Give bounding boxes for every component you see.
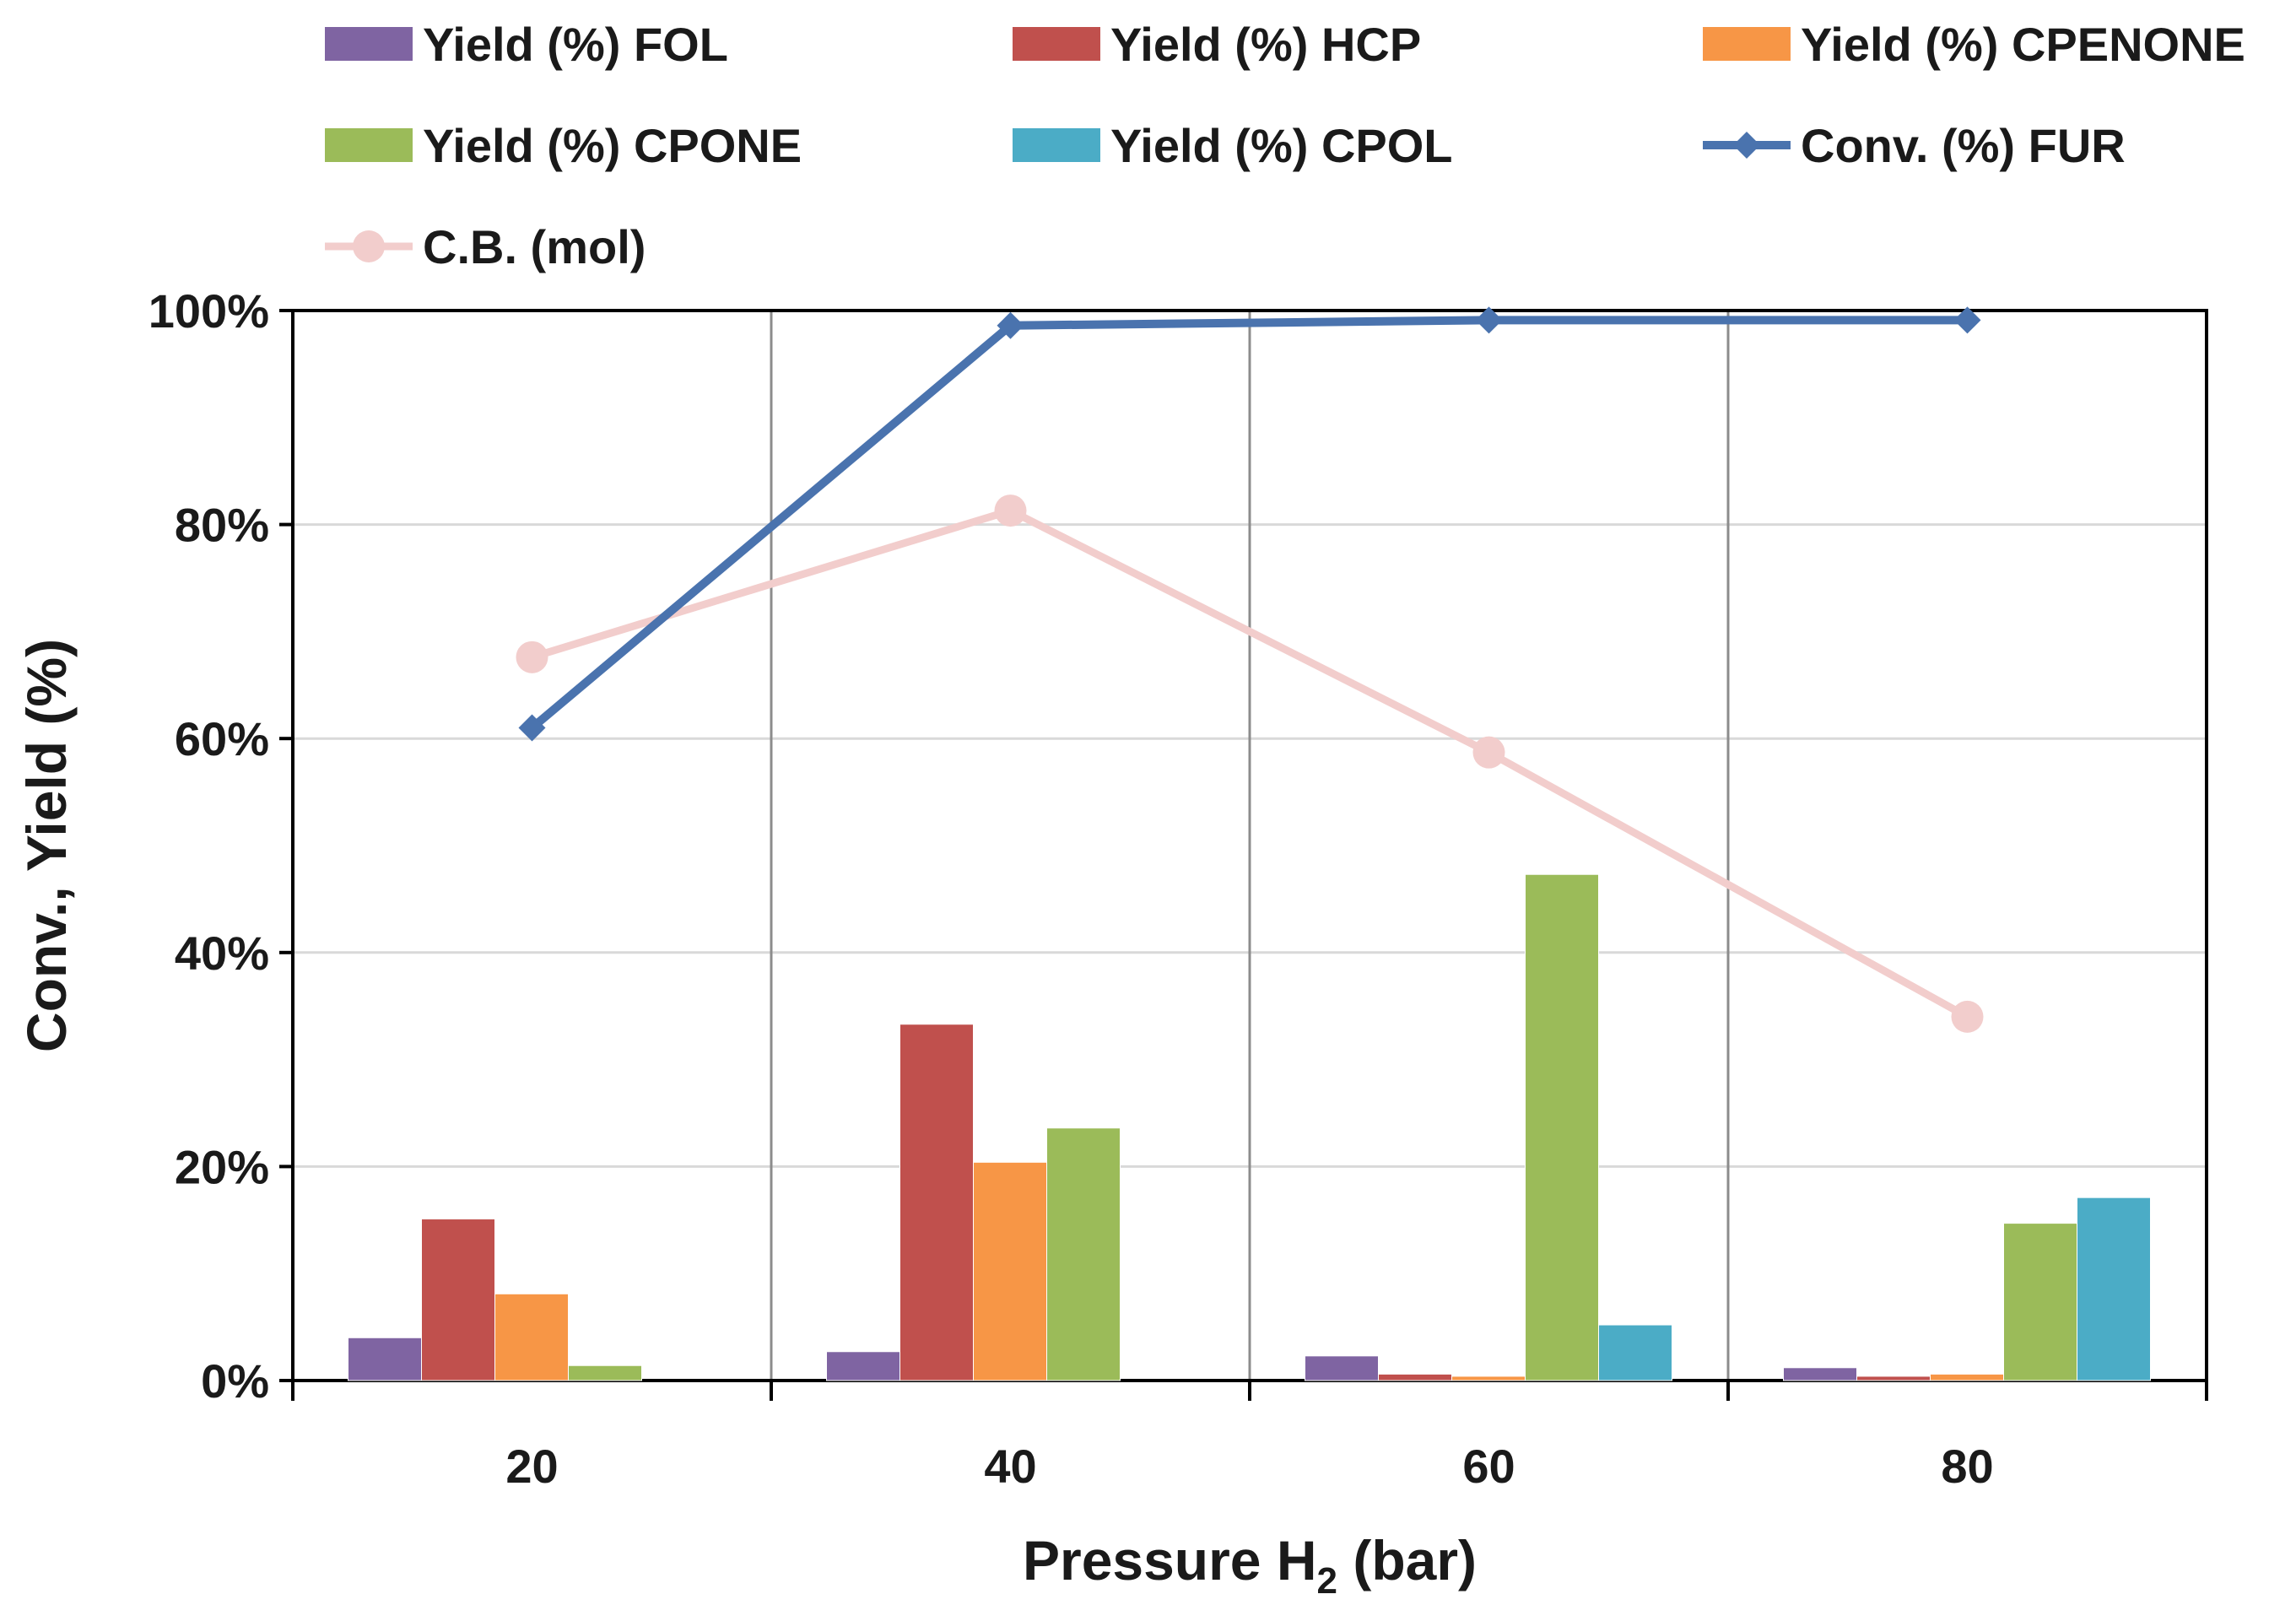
legend: Yield (%) FOL Yield (%) HCP Yield (%) CPEN… bbox=[325, 18, 2245, 273]
bar-cpenone bbox=[973, 1161, 1047, 1381]
bar-fol bbox=[348, 1337, 422, 1381]
y-tick-label: 0% bbox=[201, 1354, 269, 1408]
y-tick-label: 100% bbox=[149, 284, 269, 338]
bar-cpone bbox=[1525, 873, 1599, 1381]
x-axis-title-subscript: 2 bbox=[1317, 1560, 1337, 1602]
bar-fol bbox=[826, 1351, 900, 1381]
bar-cpol bbox=[1598, 1324, 1672, 1381]
bar-cpenone bbox=[1451, 1375, 1526, 1381]
legend-label-cpenone: Yield (%) CPENONE bbox=[1801, 18, 2245, 71]
legend-swatch-cpol bbox=[1013, 128, 1100, 162]
legend-marker-cb bbox=[353, 230, 385, 262]
point-conv-fur bbox=[997, 311, 1024, 339]
y-tick-label: 20% bbox=[175, 1140, 269, 1193]
legend-swatch-cpenone bbox=[1703, 27, 1791, 61]
point-conv-fur bbox=[1953, 306, 1981, 334]
legend-marker-conv-fur bbox=[1733, 132, 1760, 159]
point-conv-fur bbox=[1475, 306, 1503, 334]
bar-cpenone bbox=[494, 1293, 569, 1381]
bar-fol bbox=[1305, 1355, 1379, 1381]
legend-label-cpone: Yield (%) CPONE bbox=[423, 119, 802, 172]
bar-series-group bbox=[348, 873, 2151, 1381]
legend-swatch-cpone bbox=[325, 128, 413, 162]
bar-hcp bbox=[421, 1219, 495, 1381]
bar-cpone bbox=[1046, 1127, 1121, 1381]
y-axis-title: Conv., Yield (%) bbox=[15, 639, 78, 1052]
legend-swatch-hcp bbox=[1013, 27, 1100, 61]
x-tick-label: 20 bbox=[505, 1440, 558, 1493]
bar-hcp bbox=[1856, 1375, 1931, 1381]
bar-cpone bbox=[2003, 1223, 2077, 1381]
point-cb bbox=[1472, 736, 1505, 769]
y-tick-label: 60% bbox=[175, 712, 269, 765]
legend-label-conv-fur: Conv. (%) FUR bbox=[1801, 119, 2126, 172]
x-tick-label: 40 bbox=[984, 1440, 1036, 1493]
bar-cpol bbox=[2077, 1197, 2151, 1381]
legend-label-hcp: Yield (%) HCP bbox=[1110, 18, 1421, 71]
x-tick-label: 80 bbox=[1941, 1440, 1993, 1493]
line-series-group bbox=[516, 306, 1984, 1033]
y-tick-label: 40% bbox=[175, 927, 269, 980]
x-axis-title: Pressure H2 (bar) bbox=[1023, 1529, 1477, 1602]
bar-fol bbox=[1783, 1367, 1857, 1381]
line-cb bbox=[531, 506, 1969, 1020]
legend-label-cb: C.B. (mol) bbox=[423, 220, 646, 273]
point-cb bbox=[994, 494, 1027, 527]
bar-cpone bbox=[568, 1365, 642, 1381]
bar-hcp bbox=[1378, 1373, 1452, 1381]
x-tick-label: 60 bbox=[1462, 1440, 1515, 1493]
legend-swatch-fol bbox=[325, 27, 413, 61]
x-axis: 20 40 60 80 bbox=[291, 1381, 2208, 1493]
legend-label-fol: Yield (%) FOL bbox=[423, 18, 728, 71]
point-cb bbox=[516, 640, 548, 673]
x-axis-title-unit: (bar) bbox=[1337, 1529, 1477, 1591]
point-conv-fur bbox=[518, 714, 546, 742]
bar-cpenone bbox=[1930, 1373, 2004, 1381]
legend-label-cpol: Yield (%) CPOL bbox=[1110, 119, 1453, 172]
gridlines bbox=[293, 311, 2207, 1381]
x-axis-title-main: Pressure H bbox=[1023, 1529, 1317, 1591]
point-cb bbox=[1951, 1000, 1984, 1033]
y-tick-label: 80% bbox=[175, 499, 269, 552]
line-conv-fur bbox=[529, 316, 1968, 732]
y-axis: 0% 20% 40% 60% 80% 100% bbox=[149, 284, 293, 1408]
bar-hcp bbox=[899, 1024, 974, 1381]
